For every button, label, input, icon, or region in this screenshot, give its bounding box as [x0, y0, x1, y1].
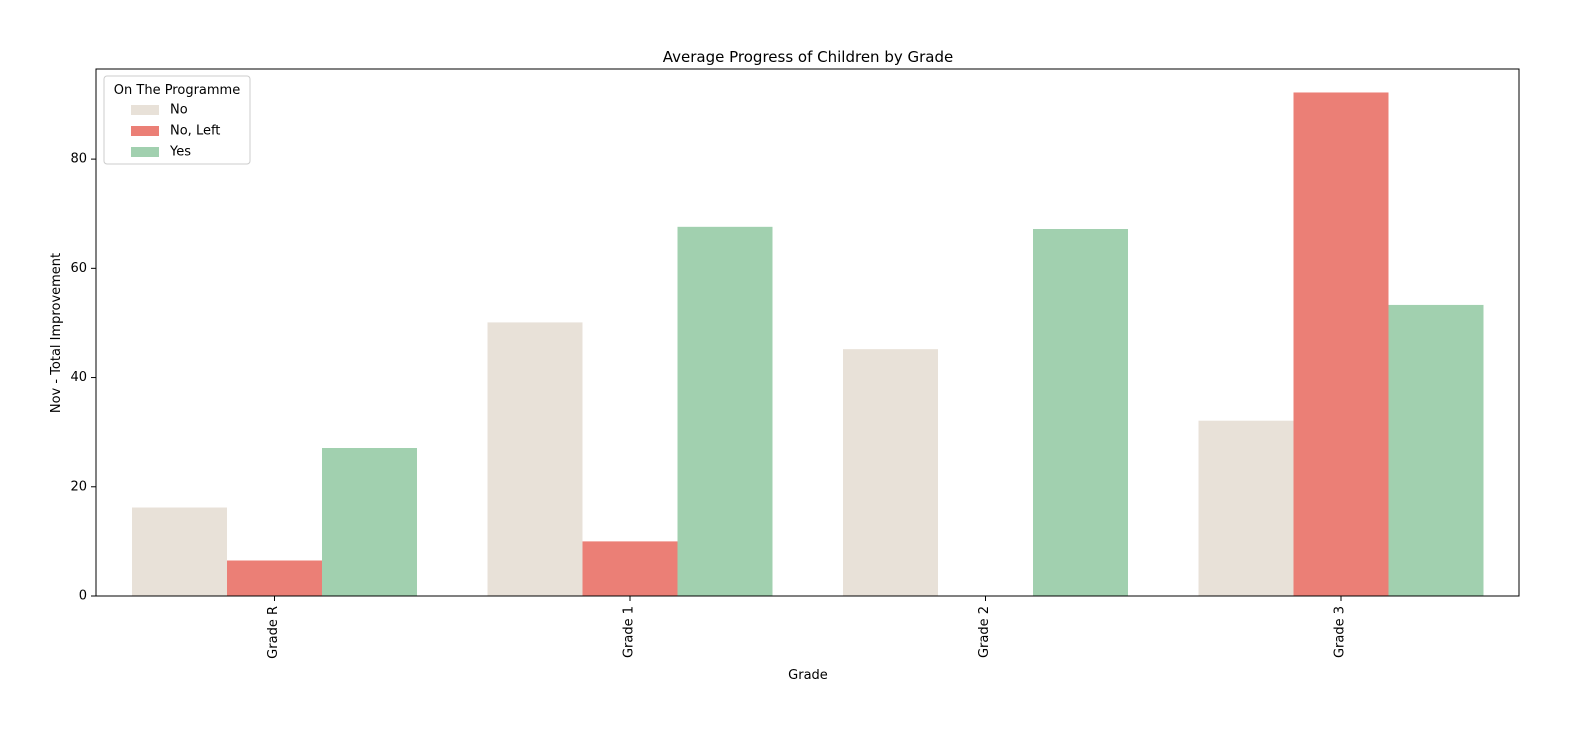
x-tick-label: Grade 3 — [1333, 606, 1348, 658]
legend-label-no-left: No, Left — [170, 124, 220, 139]
bar-grade-r-yes — [322, 448, 417, 596]
legend-title: On The Programme — [114, 83, 240, 98]
x-tick-label: Grade 1 — [622, 606, 637, 658]
chart-title: Average Progress of Children by Grade — [663, 48, 953, 66]
bar-grade-1-no — [487, 322, 583, 596]
bar-grade-r-no-left — [227, 560, 322, 596]
bars-layer — [132, 92, 1484, 596]
y-axis: 0 20 40 60 80 — [70, 152, 96, 604]
bar-grade-r-no — [132, 507, 227, 596]
bar-grade-2-no — [843, 349, 938, 596]
legend-box — [103, 75, 251, 165]
x-axis-label: Grade — [788, 668, 828, 683]
legend-label-yes: Yes — [169, 145, 191, 160]
x-axis: Grade R Grade 1 Grade 2 Grade 3 — [266, 596, 1348, 659]
legend-swatch-yes — [131, 147, 159, 157]
bar-grade-1-no-left — [582, 541, 678, 596]
legend-label-no: No — [170, 103, 188, 118]
y-tick-label: 60 — [70, 261, 87, 276]
bar-grade-3-no — [1198, 420, 1294, 596]
y-tick-label: 20 — [70, 479, 87, 494]
bar-grade-3-no-left — [1293, 92, 1389, 596]
y-axis-label: Nov - Total Improvement — [49, 253, 64, 413]
plot-area-frame — [95, 68, 1520, 597]
bar-grade-3-yes — [1388, 304, 1484, 596]
legend-items: No No, Left Yes — [131, 103, 220, 160]
legend-swatch-no-left — [131, 126, 159, 136]
x-tick-label: Grade R — [266, 606, 281, 659]
x-tick-label: Grade 2 — [977, 606, 992, 658]
y-tick-label: 80 — [70, 152, 87, 167]
bar-grade-1-yes — [677, 226, 773, 596]
bar-grade-2-yes — [1033, 229, 1128, 596]
legend: On The Programme No No, Left Yes — [103, 75, 251, 165]
y-tick-label: 0 — [79, 589, 87, 604]
y-tick-label: 40 — [70, 370, 87, 385]
legend-swatch-no — [131, 105, 159, 115]
